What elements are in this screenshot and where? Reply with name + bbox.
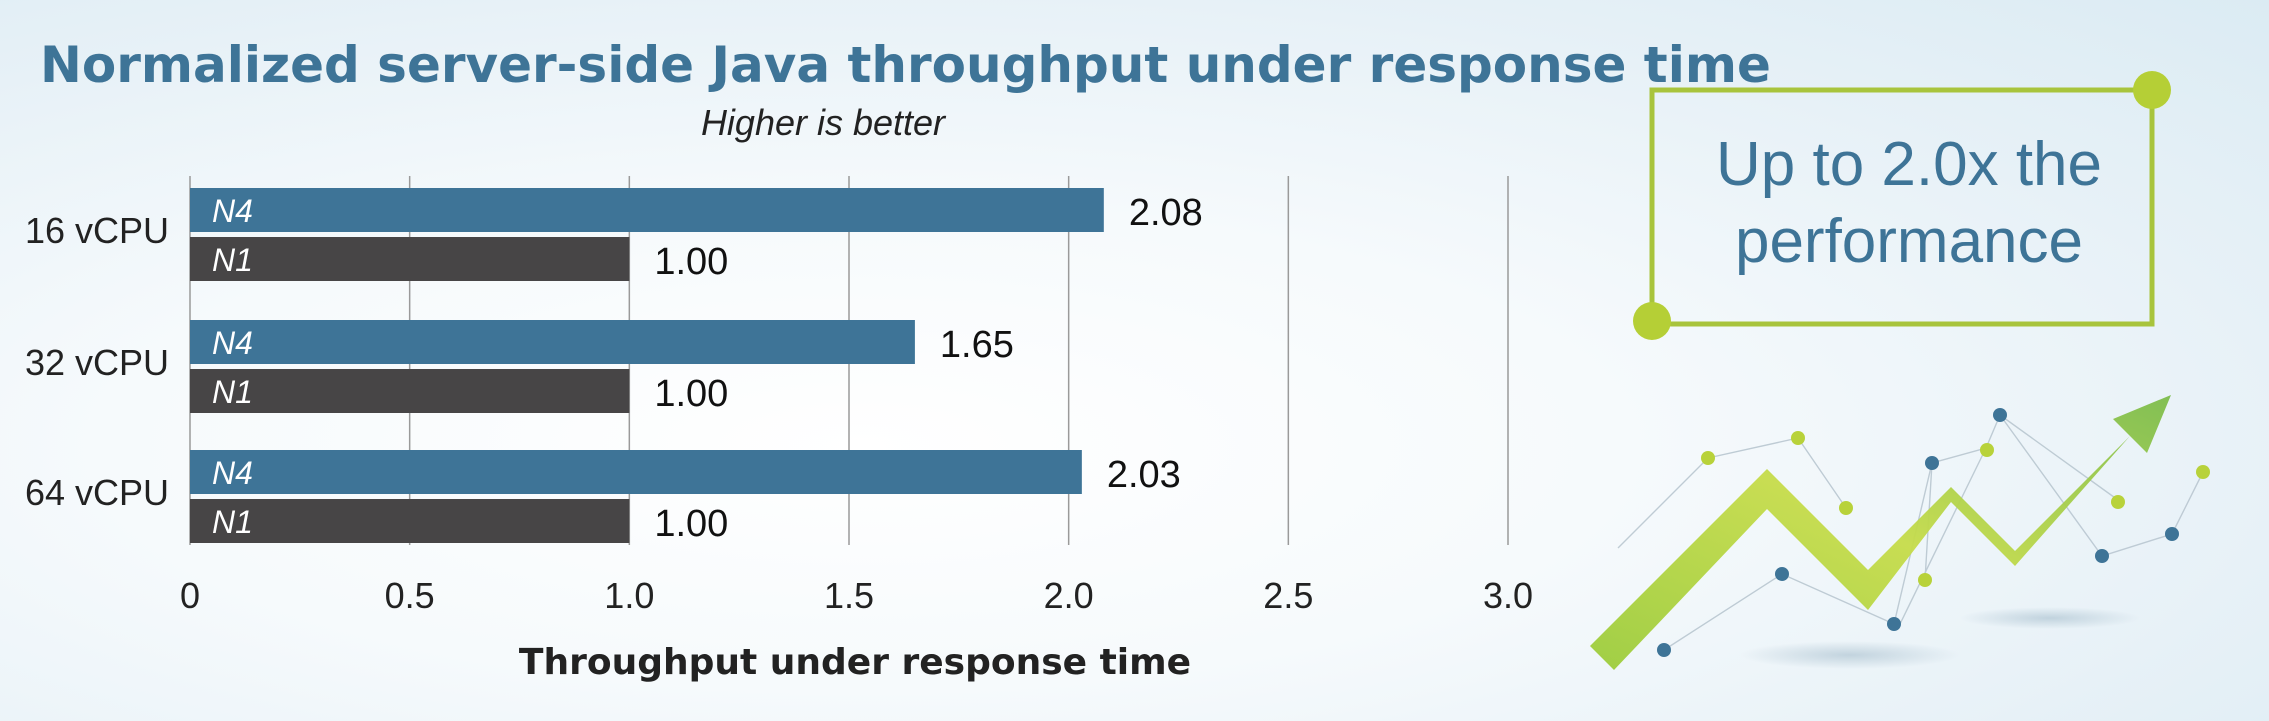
- bar-n4: [190, 450, 1082, 494]
- callout-border: [1649, 87, 2155, 327]
- x-tick-label: 3.0: [1483, 575, 1533, 616]
- data-label: 1.65: [940, 324, 1014, 366]
- x-tick-label: 2.5: [1263, 575, 1313, 616]
- category-label: 16 vCPU: [25, 210, 169, 251]
- rising-arrow-network-icon: [1590, 395, 2210, 670]
- x-tick-label: 2.0: [1044, 575, 1094, 616]
- bar-n1: [190, 499, 630, 543]
- bar-n4: [190, 188, 1104, 232]
- bar-series-label: N1: [212, 504, 253, 540]
- bar-series-label: N4: [212, 325, 253, 361]
- bar-n1: [190, 237, 630, 281]
- callout-dot-top-right: [2133, 71, 2171, 109]
- data-label: 2.08: [1129, 192, 1203, 234]
- category-label: 32 vCPU: [25, 342, 169, 383]
- labels: 0 0.5 1.0 1.5 2.0 2.5 3.0 16 vCPU N4 2.08 N1 1.00 32…: [25, 192, 1533, 616]
- bar-series-label: N1: [212, 374, 253, 410]
- callout-line-1: Up to 2.0x the: [1716, 130, 2102, 199]
- category-label: 64 vCPU: [25, 472, 169, 513]
- x-tick-label: 0: [180, 575, 200, 616]
- chart-title: Normalized server-side Java throughput u…: [40, 36, 1771, 94]
- performance-callout: Up to 2.0x the performance: [1633, 71, 2171, 340]
- bar-series-label: N1: [212, 242, 253, 278]
- bar-series-label: N4: [212, 193, 253, 229]
- callout-dot-bottom-left: [1633, 302, 1671, 340]
- bars: [190, 188, 1104, 543]
- data-label: 1.00: [654, 241, 728, 283]
- chart-subtitle: Higher is better: [701, 102, 947, 143]
- data-label: 2.03: [1107, 454, 1181, 496]
- bar-series-label: N4: [212, 455, 253, 491]
- trend-arrow: [1590, 395, 2171, 670]
- data-label: 1.00: [654, 503, 728, 545]
- bar-n4: [190, 320, 915, 364]
- bar-n1: [190, 369, 630, 413]
- x-tick-label: 1.5: [824, 575, 874, 616]
- x-tick-label: 0.5: [385, 575, 435, 616]
- x-axis-title: Throughput under response time: [519, 642, 1191, 683]
- x-tick-label: 1.0: [604, 575, 654, 616]
- data-label: 1.00: [654, 373, 728, 415]
- callout-line-2: performance: [1735, 207, 2083, 276]
